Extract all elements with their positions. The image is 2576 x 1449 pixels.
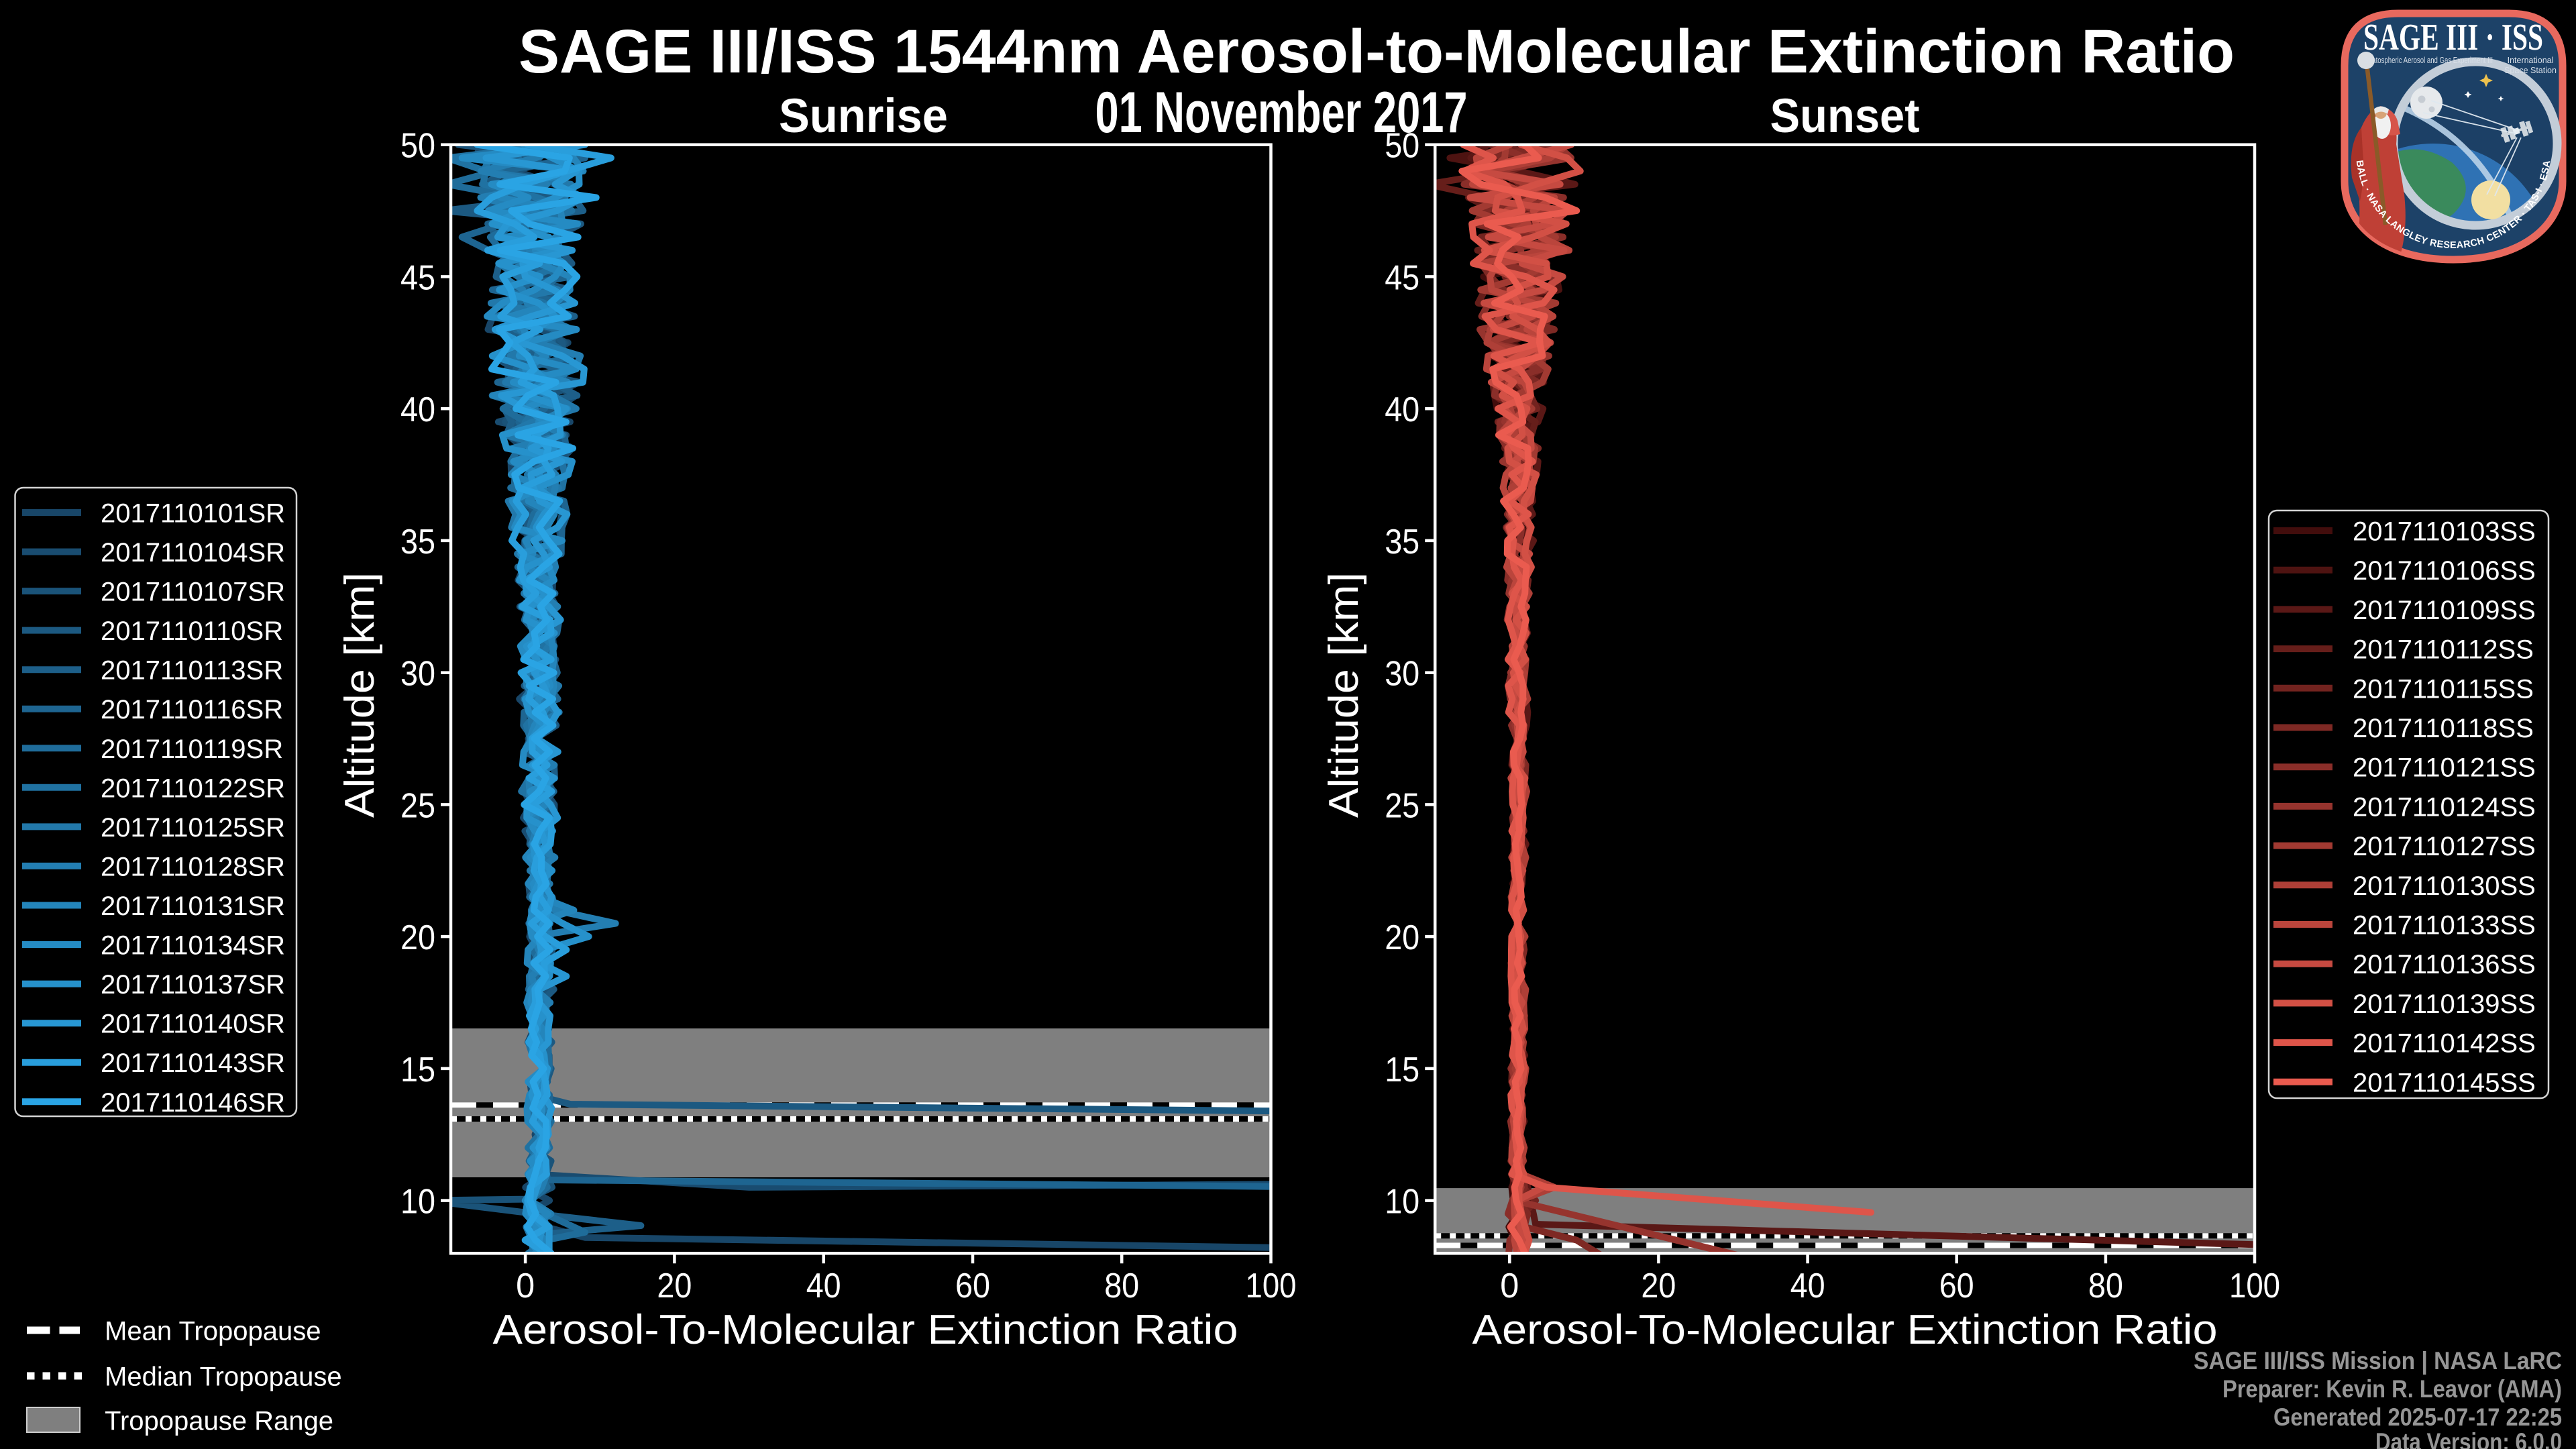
svg-text:10: 10: [1385, 1183, 1419, 1222]
svg-text:35: 35: [400, 523, 435, 561]
svg-text:100: 100: [2229, 1267, 2280, 1305]
svg-text:2017110115SS: 2017110115SS: [2353, 674, 2534, 704]
svg-text:2017110119SR: 2017110119SR: [101, 735, 283, 764]
svg-text:2017110128SR: 2017110128SR: [101, 852, 285, 881]
svg-text:2017110103SS: 2017110103SS: [2353, 517, 2536, 547]
svg-text:SAGE III/ISS Mission | NASA La: SAGE III/ISS Mission | NASA LaRC: [2194, 1347, 2562, 1375]
svg-text:40: 40: [1790, 1267, 1825, 1305]
svg-text:SAGE III · ISS: SAGE III · ISS: [2363, 17, 2543, 58]
svg-text:2017110116SR: 2017110116SR: [101, 695, 283, 724]
svg-text:30: 30: [1385, 655, 1419, 694]
svg-text:15: 15: [1385, 1051, 1419, 1089]
svg-text:25: 25: [1385, 786, 1419, 825]
svg-text:20: 20: [1641, 1267, 1676, 1305]
svg-text:Data Version: 6.0.0: Data Version: 6.0.0: [2375, 1428, 2562, 1449]
svg-text:Tropopause Range: Tropopause Range: [105, 1407, 333, 1436]
svg-text:2017110104SR: 2017110104SR: [101, 538, 285, 568]
svg-text:2017110113SR: 2017110113SR: [101, 656, 283, 686]
svg-text:20: 20: [400, 918, 435, 957]
svg-text:60: 60: [1939, 1267, 1974, 1305]
svg-text:Altitude [km]: Altitude [km]: [337, 572, 383, 818]
svg-text:2017110130SS: 2017110130SS: [2353, 871, 2536, 901]
svg-text:2017110118SS: 2017110118SS: [2353, 714, 2534, 743]
svg-text:15: 15: [400, 1051, 435, 1089]
svg-text:International: International: [2508, 56, 2554, 65]
svg-text:45: 45: [400, 258, 435, 297]
svg-text:2017110107SR: 2017110107SR: [101, 578, 285, 607]
svg-text:Mean Tropopause: Mean Tropopause: [105, 1317, 321, 1346]
svg-text:10: 10: [400, 1183, 435, 1222]
svg-text:20: 20: [1385, 918, 1419, 957]
svg-text:45: 45: [1385, 258, 1419, 297]
svg-text:2017110110SR: 2017110110SR: [101, 616, 283, 646]
svg-text:60: 60: [955, 1267, 990, 1305]
svg-text:2017110136SS: 2017110136SS: [2353, 950, 2536, 979]
svg-text:2017110122SR: 2017110122SR: [101, 773, 285, 803]
svg-text:2017110142SS: 2017110142SS: [2353, 1029, 2536, 1059]
svg-text:2017110133SS: 2017110133SS: [2353, 911, 2536, 941]
svg-text:Altitude [km]: Altitude [km]: [1321, 572, 1367, 818]
svg-text:2017110145SS: 2017110145SS: [2353, 1068, 2536, 1097]
svg-text:SAGE III/ISS 1544nm Aerosol-to: SAGE III/ISS 1544nm Aerosol-to-Molecular…: [519, 17, 2235, 86]
svg-text:2017110101SR: 2017110101SR: [101, 499, 285, 529]
svg-text:2017110146SR: 2017110146SR: [101, 1088, 285, 1118]
svg-text:Sunset: Sunset: [1770, 90, 1920, 143]
svg-text:2017110124SS: 2017110124SS: [2353, 792, 2536, 822]
svg-text:40: 40: [1385, 390, 1419, 429]
svg-text:35: 35: [1385, 523, 1419, 561]
svg-text:0: 0: [1500, 1267, 1519, 1305]
svg-text:50: 50: [1385, 127, 1419, 166]
svg-text:2017110112SS: 2017110112SS: [2353, 635, 2534, 665]
svg-text:Generated 2025-07-17 22:25: Generated 2025-07-17 22:25: [2273, 1403, 2562, 1431]
svg-text:100: 100: [1246, 1267, 1297, 1305]
svg-text:2017110143SR: 2017110143SR: [101, 1049, 285, 1078]
svg-text:40: 40: [400, 390, 435, 429]
svg-text:50: 50: [400, 127, 435, 166]
svg-text:Preparer: Kevin R. Leavor (AMA: Preparer: Kevin R. Leavor (AMA): [2222, 1375, 2562, 1403]
svg-text:Stratospheric Aerosol and Gas: Stratospheric Aerosol and Gas Experiment…: [2364, 56, 2493, 65]
svg-text:2017110137SR: 2017110137SR: [101, 970, 285, 1000]
svg-text:25: 25: [400, 786, 435, 825]
svg-text:2017110106SS: 2017110106SS: [2353, 556, 2536, 586]
svg-text:0: 0: [516, 1267, 535, 1305]
svg-text:Aerosol-To-Molecular Extinctio: Aerosol-To-Molecular Extinction Ratio: [493, 1307, 1238, 1353]
svg-text:2017110134SR: 2017110134SR: [101, 931, 285, 961]
svg-text:2017110125SR: 2017110125SR: [101, 813, 285, 843]
svg-text:2017110127SS: 2017110127SS: [2353, 832, 2536, 861]
svg-text:2017110139SS: 2017110139SS: [2353, 989, 2536, 1019]
svg-text:Median Tropopause: Median Tropopause: [105, 1362, 342, 1392]
svg-text:80: 80: [1104, 1267, 1139, 1305]
svg-text:Space Station: Space Station: [2504, 66, 2557, 75]
svg-text:Aerosol-To-Molecular Extinctio: Aerosol-To-Molecular Extinction Ratio: [1472, 1307, 2218, 1353]
svg-text:2017110109SS: 2017110109SS: [2353, 596, 2536, 625]
svg-text:2017110131SR: 2017110131SR: [101, 892, 285, 921]
svg-text:40: 40: [806, 1267, 841, 1305]
svg-text:Sunrise: Sunrise: [779, 90, 948, 143]
svg-text:2017110140SR: 2017110140SR: [101, 1010, 285, 1039]
svg-text:80: 80: [2088, 1267, 2123, 1305]
svg-text:2017110121SS: 2017110121SS: [2353, 753, 2536, 783]
svg-text:01 November 2017: 01 November 2017: [1095, 80, 1468, 145]
svg-text:20: 20: [657, 1267, 692, 1305]
svg-text:30: 30: [400, 655, 435, 694]
